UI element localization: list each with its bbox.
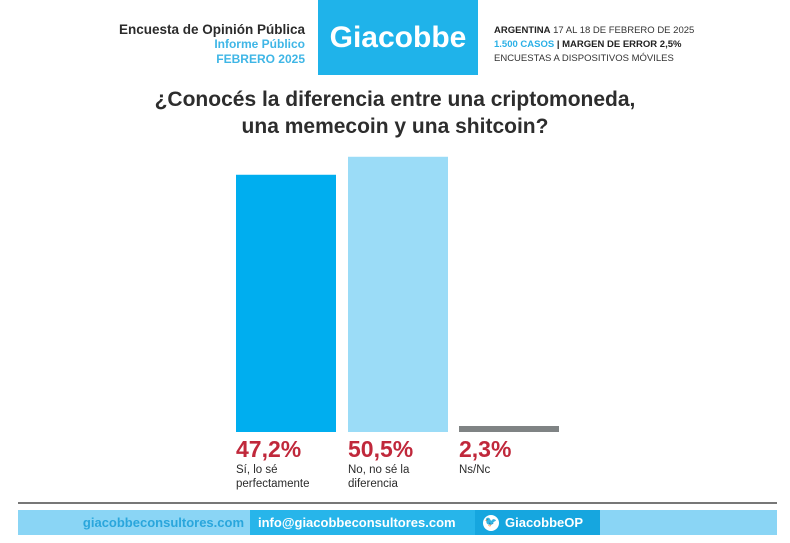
survey-dates: 17 AL 18 DE FEBRERO DE 2025 [553, 25, 695, 36]
footer-bar: giacobbeconsultores.com info@giacobbecon… [18, 510, 777, 535]
cases: 1.500 CASOS [494, 39, 555, 50]
margin-of-error: | MARGEN DE ERROR 2,5% [556, 39, 682, 50]
survey-title: Encuesta de Opinión Pública [118, 22, 305, 37]
email-link[interactable]: info@giacobbeconsultores.com [250, 510, 475, 535]
survey-method: ENCUESTAS A DISPOSITIVOS MÓVILES [494, 53, 674, 64]
header-left: Encuesta de Opinión Pública Informe Públ… [60, 22, 305, 67]
twitter-handle: GiacobbeOP [505, 515, 584, 530]
chart-title: ¿Conocés la diferencia entre una criptom… [0, 86, 790, 140]
footer-filler [600, 510, 777, 535]
title-line-2: una memecoin y una shitcoin? [241, 115, 549, 138]
value-label: 50,5% [348, 436, 414, 462]
bar-0 [236, 174, 336, 432]
divider [18, 502, 777, 504]
category-label: Ns/Nc [459, 464, 491, 476]
report-date: FEBRERO 2025 [216, 52, 305, 66]
report-type: Informe Público [214, 37, 305, 51]
value-label: 2,3% [459, 436, 512, 462]
category-label: No, no sé la diferencia [348, 464, 410, 490]
website-link[interactable]: giacobbeconsultores.com [18, 510, 250, 535]
category-label: Sí, lo sé perfectamente [236, 464, 310, 490]
bar-2 [459, 426, 559, 432]
header-right: ARGENTINA 17 AL 18 DE FEBRERO DE 2025 1.… [494, 24, 694, 66]
twitter-bird-icon: 🐦 [483, 514, 499, 531]
title-line-1: ¿Conocés la diferencia entre una criptom… [154, 88, 636, 111]
bar-1 [348, 156, 448, 432]
country: ARGENTINA [494, 25, 551, 36]
giacobbe-logo: Giacobbe [318, 0, 478, 75]
twitter-link[interactable]: 🐦 GiacobbeOP [475, 510, 600, 535]
value-label: 47,2% [236, 436, 302, 462]
